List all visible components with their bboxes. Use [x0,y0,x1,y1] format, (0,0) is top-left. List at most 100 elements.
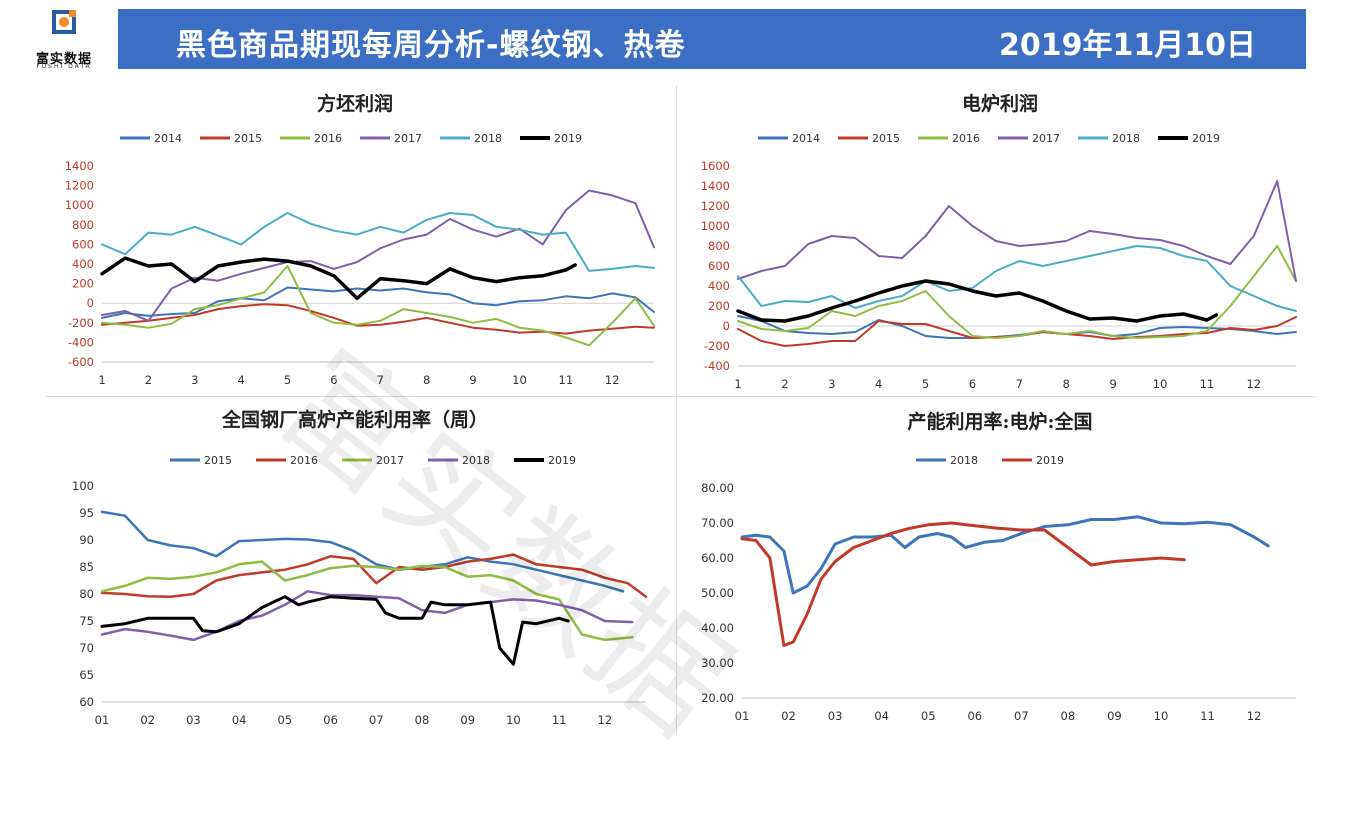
x-tick-label: 9 [469,373,476,387]
chart-title: 方坯利润 [317,92,393,115]
y-tick-label: 65 [79,668,94,682]
chart-legend: 2014 2015 2016 2017 2018 2019 [120,132,582,145]
x-tick-label: 4 [237,373,244,387]
panel-divider-vertical [676,86,677,734]
y-tick-label: 90 [79,533,94,547]
x-tick-label: 4 [875,377,882,391]
y-tick-label: 100 [72,479,94,493]
logo-mark-icon [52,10,76,34]
y-tick-label: 30.00 [701,656,734,670]
x-tick-label: 7 [377,373,384,387]
legend-label-2014: 2014 [154,132,182,145]
x-tick-label: 12 [598,713,613,727]
series-line-2018 [737,245,1297,312]
legend-label-2016: 2016 [290,454,318,467]
y-tick-label: 20.00 [701,691,734,705]
chart-title: 电炉利润 [962,92,1038,115]
y-tick-label: 40.00 [701,621,734,635]
brand-logo: 富实数据 FUSHI DATA [14,8,114,70]
legend-label-2019: 2019 [548,454,576,467]
y-tick-label: 200 [708,299,730,313]
series-line-2015 [737,316,1297,347]
report-date: 2019年11月10日 [999,28,1256,63]
legend-label-2015: 2015 [234,132,262,145]
chart-legend: 2014 2015 2016 2017 2018 2019 [758,132,1220,145]
blast-furnace-utilization-chart: 全国钢厂高炉产能利用率（周） 2015 2016 2017 2018 2019 100 95 9… [72,408,648,727]
series-line-2017 [101,189,655,322]
x-tick-label: 01 [735,709,750,723]
legend-label-2019: 2019 [1036,454,1064,467]
series-line-2016 [737,245,1297,339]
y-tick-label: 400 [72,257,94,271]
y-tick-label: 75 [79,614,94,628]
y-tick-label: 1000 [65,198,94,212]
series-line-2019 [100,595,570,666]
legend-label-2019: 2019 [554,132,582,145]
series-line-2019 [740,521,1186,647]
panel-divider-horizontal [46,396,1316,397]
series-line-2016 [100,553,648,598]
series-line-2018 [101,212,655,272]
x-tick-label: 03 [828,709,843,723]
legend-label-2016: 2016 [952,132,980,145]
chart-title: 产能利用率:电炉:全国 [907,410,1092,433]
chart-title: 全国钢厂高炉产能利用率（周） [221,408,488,431]
x-tick-label: 04 [232,713,247,727]
series-line-2017 [100,560,634,642]
series-line-2018 [100,590,634,642]
x-tick-label: 05 [278,713,293,727]
x-tick-label: 7 [1016,377,1023,391]
chart-legend: 2015 2016 2017 2018 2019 [170,454,576,467]
y-tick-label: 1200 [701,199,730,213]
y-tick-label: 600 [708,259,730,273]
x-tick-label: 08 [1061,709,1076,723]
x-tick-label: 12 [605,373,620,387]
x-tick-label: 06 [323,713,338,727]
y-tick-label: 600 [72,237,94,251]
series-line-2017 [737,180,1297,282]
x-tick-label: 10 [1153,377,1168,391]
y-tick-label: 1400 [65,159,94,173]
chart-panel-eaf-profit: 电炉利润 2014 2015 2016 2017 2018 2019 1600 1400 1200… [684,86,1316,402]
header-bar: 黑色商品期现每周分析-螺纹钢、热卷 2019年11月10日 [118,9,1306,69]
series-line-2014 [101,286,655,319]
x-tick-label: 6 [969,377,976,391]
x-tick-label: 10 [512,373,527,387]
x-tick-label: 05 [921,709,936,723]
y-tick-label: 1200 [65,179,94,193]
y-tick-label: 400 [708,279,730,293]
logo-text: 富实数据 [35,52,92,67]
x-tick-label: 12 [1246,377,1261,391]
legend-label-2015: 2015 [872,132,900,145]
x-tick-label: 6 [330,373,337,387]
y-tick-label: -200 [704,339,730,353]
y-tick-label: 800 [72,218,94,232]
y-tick-label: 1400 [701,179,730,193]
legend-label-2018: 2018 [474,132,502,145]
x-tick-label: 04 [874,709,889,723]
y-tick-label: 0 [723,319,730,333]
legend-label-2017: 2017 [1032,132,1060,145]
x-tick-label: 10 [506,713,521,727]
x-tick-label: 8 [1063,377,1070,391]
x-tick-label: 08 [415,713,430,727]
series-line-2015 [101,303,655,335]
legend-label-2019: 2019 [1192,132,1220,145]
series-line-2015 [100,510,625,593]
eaf-utilization-chart: 产能利用率:电炉:全国 2018 2019 80.00 70.00 60.00 50.00 4… [701,410,1296,723]
y-tick-label: 80 [79,587,94,601]
chart-panel-blast-furnace-utilization: 全国钢厂高炉产能利用率（周） 2015 2016 2017 2018 2019 100 95 9… [46,400,664,734]
y-tick-label: -400 [68,335,94,349]
y-tick-label: -400 [704,359,730,373]
series-line-2019 [100,256,577,301]
x-tick-label: 09 [460,713,475,727]
y-tick-label: 1600 [701,159,730,173]
y-tick-label: 800 [708,239,730,253]
x-tick-label: 2 [145,373,152,387]
y-tick-label: 200 [72,277,94,291]
y-tick-label: -200 [68,316,94,330]
y-tick-label: 60.00 [701,551,734,565]
legend-label-2015: 2015 [204,454,232,467]
x-tick-label: 3 [191,373,198,387]
